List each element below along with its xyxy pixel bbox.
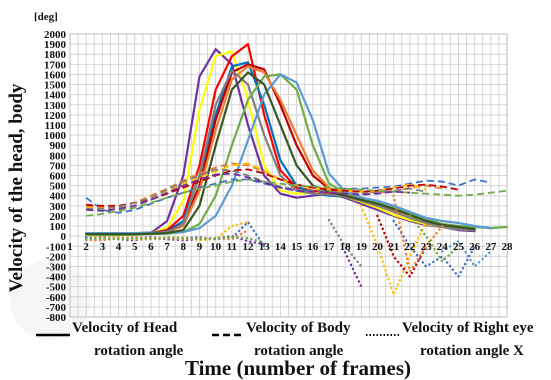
series-line-body-13 bbox=[86, 168, 459, 207]
x-tick-label-7: 8 bbox=[181, 241, 187, 253]
series-line-eye-26 bbox=[392, 219, 476, 278]
x-tick-label-1: 2 bbox=[83, 241, 89, 253]
y-tick-label-27: 1900 bbox=[44, 39, 67, 51]
x-tick-label-20: 21 bbox=[388, 241, 399, 253]
y-tick-label-22: 1400 bbox=[44, 90, 67, 102]
series-line-eye-27 bbox=[392, 194, 444, 273]
series-line-body-14 bbox=[86, 178, 508, 217]
x-tick-label-3: 4 bbox=[116, 241, 122, 253]
series-line-body-11 bbox=[86, 162, 443, 209]
y-tick-label-5: -300 bbox=[46, 261, 67, 273]
legend: Velocity of Head rotation angle Velocity… bbox=[36, 320, 534, 359]
legend-eye-line2: rotation angle X bbox=[420, 343, 524, 359]
y-unit-label: [deg] bbox=[34, 11, 58, 23]
x-tick-label-6: 7 bbox=[164, 241, 170, 253]
y-tick-label-23: 1500 bbox=[44, 80, 67, 92]
y-tick-label-20: 1200 bbox=[44, 110, 67, 122]
x-tick-label-16: 17 bbox=[323, 241, 335, 253]
x-tick-label-27: 28 bbox=[502, 241, 514, 253]
x-tick-label-12: 13 bbox=[259, 241, 271, 253]
y-tick-label-0: -800 bbox=[46, 312, 67, 324]
x-tick-label-19: 20 bbox=[372, 241, 384, 253]
plot-frame bbox=[69, 33, 508, 318]
y-tick-label-14: 600 bbox=[50, 171, 67, 183]
x-tick-label-22: 23 bbox=[421, 241, 433, 253]
y-tick-label-25: 1700 bbox=[44, 59, 67, 71]
legend-body-line2: rotation angle bbox=[254, 343, 344, 359]
y-tick-label-3: -500 bbox=[46, 282, 67, 294]
legend-eye-line1: Velocity of Right eye bbox=[402, 320, 534, 336]
series-line-body-15 bbox=[86, 168, 427, 210]
y-tick-label-21: 1300 bbox=[44, 100, 67, 112]
y-tick-labels: -800-700-600-500-400-300-200-10001002003… bbox=[44, 29, 67, 324]
y-tick-label-12: 400 bbox=[50, 191, 67, 203]
legend-head-line2: rotation angle bbox=[94, 343, 184, 359]
y-tick-label-19: 1100 bbox=[45, 120, 67, 132]
x-tick-label-2: 3 bbox=[100, 241, 106, 253]
y-tick-label-6: -200 bbox=[46, 251, 67, 263]
x-tick-label-15: 16 bbox=[307, 241, 319, 253]
y-tick-label-13: 500 bbox=[50, 181, 67, 193]
x-tick-label-23: 24 bbox=[437, 241, 449, 253]
series-line-eye-29 bbox=[441, 240, 492, 268]
y-tick-label-24: 1600 bbox=[44, 69, 67, 81]
y-tick-label-8: 0 bbox=[61, 231, 67, 243]
x-tick-label-25: 26 bbox=[469, 241, 481, 253]
series-line-eye-25 bbox=[376, 214, 428, 278]
series-line-body-16 bbox=[86, 172, 410, 212]
legend-body-line1: Velocity of Body bbox=[246, 320, 351, 336]
x-tick-labels: 1 2 3 4 5 6 7 8 9 10 11 12 13 14 15 16 17 18 19 20 21 22 23 24 2… bbox=[67, 241, 513, 253]
y-tick-label-16: 800 bbox=[50, 150, 67, 162]
grid bbox=[69, 33, 508, 318]
y-tick-label-4: -400 bbox=[46, 272, 67, 284]
x-tick-label-21: 22 bbox=[404, 241, 416, 253]
y-tick-label-2: -600 bbox=[46, 292, 67, 304]
x-tick-label-13: 14 bbox=[275, 241, 287, 253]
x-tick-label-11: 12 bbox=[243, 241, 255, 253]
series-line-eye-22 bbox=[327, 218, 363, 268]
x-tick-label-18: 19 bbox=[356, 241, 368, 253]
x-tick-label-14: 15 bbox=[291, 241, 303, 253]
y-tick-label-1: -700 bbox=[46, 302, 67, 314]
x-tick-label-24: 25 bbox=[453, 241, 465, 253]
y-tick-label-10: 200 bbox=[50, 211, 67, 223]
y-tick-label-26: 1800 bbox=[44, 49, 67, 61]
y-tick-label-18: 1000 bbox=[44, 130, 67, 142]
x-tick-label-26: 27 bbox=[485, 241, 497, 253]
x-tick-label-8: 9 bbox=[197, 241, 203, 253]
series-line-eye-23 bbox=[343, 251, 363, 288]
x-tick-label-9: 10 bbox=[210, 241, 222, 253]
series-line-eye-28 bbox=[408, 214, 460, 263]
y-tick-label-17: 900 bbox=[50, 140, 67, 152]
y-tick-label-15: 700 bbox=[50, 160, 67, 172]
y-tick-label-28: 2000 bbox=[44, 29, 67, 41]
x-tick-label-5: 6 bbox=[148, 241, 154, 253]
y-tick-label-7: -100 bbox=[46, 241, 67, 253]
x-axis-title: Time (number of frames) bbox=[185, 356, 411, 380]
legend-head-line1: Velocity of Head bbox=[72, 320, 178, 336]
y-axis-title: Velocity of the head, body bbox=[6, 83, 27, 292]
x-tick-label-0: 1 bbox=[67, 241, 73, 253]
x-tick-label-10: 11 bbox=[227, 241, 237, 253]
y-tick-label-9: 100 bbox=[50, 221, 67, 233]
x-tick-label-17: 18 bbox=[340, 241, 352, 253]
y-tick-label-11: 300 bbox=[50, 201, 67, 213]
series-group bbox=[85, 43, 509, 296]
x-tick-label-4: 5 bbox=[132, 241, 138, 253]
